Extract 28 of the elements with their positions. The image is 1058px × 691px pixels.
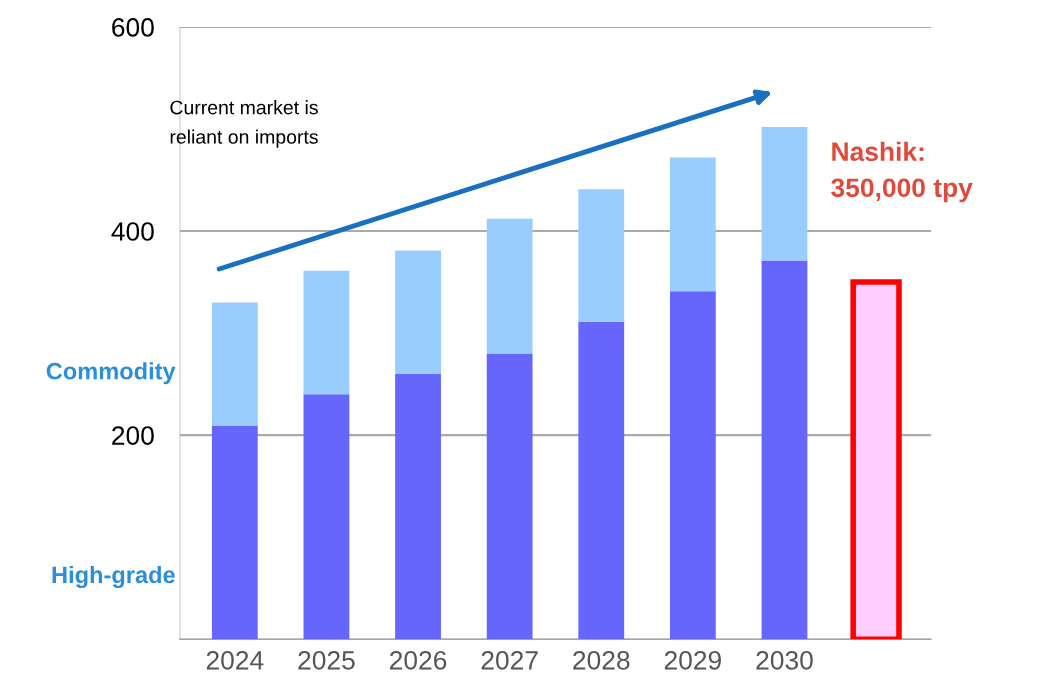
bar xyxy=(486,353,533,640)
x-tick-label: 2030 xyxy=(756,650,813,670)
bar xyxy=(303,394,350,640)
bar xyxy=(486,218,533,354)
series-label: Commodity xyxy=(46,362,176,385)
annotation: Current market is reliant on imports xyxy=(170,100,318,148)
bar xyxy=(578,321,625,640)
bar xyxy=(303,270,350,395)
annotation: Nashik: 350,000 tpy xyxy=(831,141,973,203)
x-tick-label: 2026 xyxy=(390,650,447,670)
x-tick-label: 2024 xyxy=(206,650,264,670)
bar xyxy=(578,189,625,322)
bar xyxy=(761,126,808,261)
x-tick-label: 2028 xyxy=(573,650,630,670)
bar xyxy=(395,373,441,640)
y-tick-label: 400 xyxy=(111,222,154,241)
x-tick-label: 2027 xyxy=(481,650,538,670)
bar xyxy=(395,250,441,374)
bar xyxy=(211,302,258,426)
y-tick-label: 200 xyxy=(112,426,154,445)
x-tick-label: 2025 xyxy=(298,650,355,670)
series-label: High-grade xyxy=(52,565,175,589)
bar xyxy=(761,260,808,640)
bar xyxy=(669,291,716,640)
bar xyxy=(669,157,716,292)
x-tick-label: 2029 xyxy=(664,650,721,670)
bar xyxy=(211,425,258,640)
y-tick-label: 600 xyxy=(112,18,154,37)
